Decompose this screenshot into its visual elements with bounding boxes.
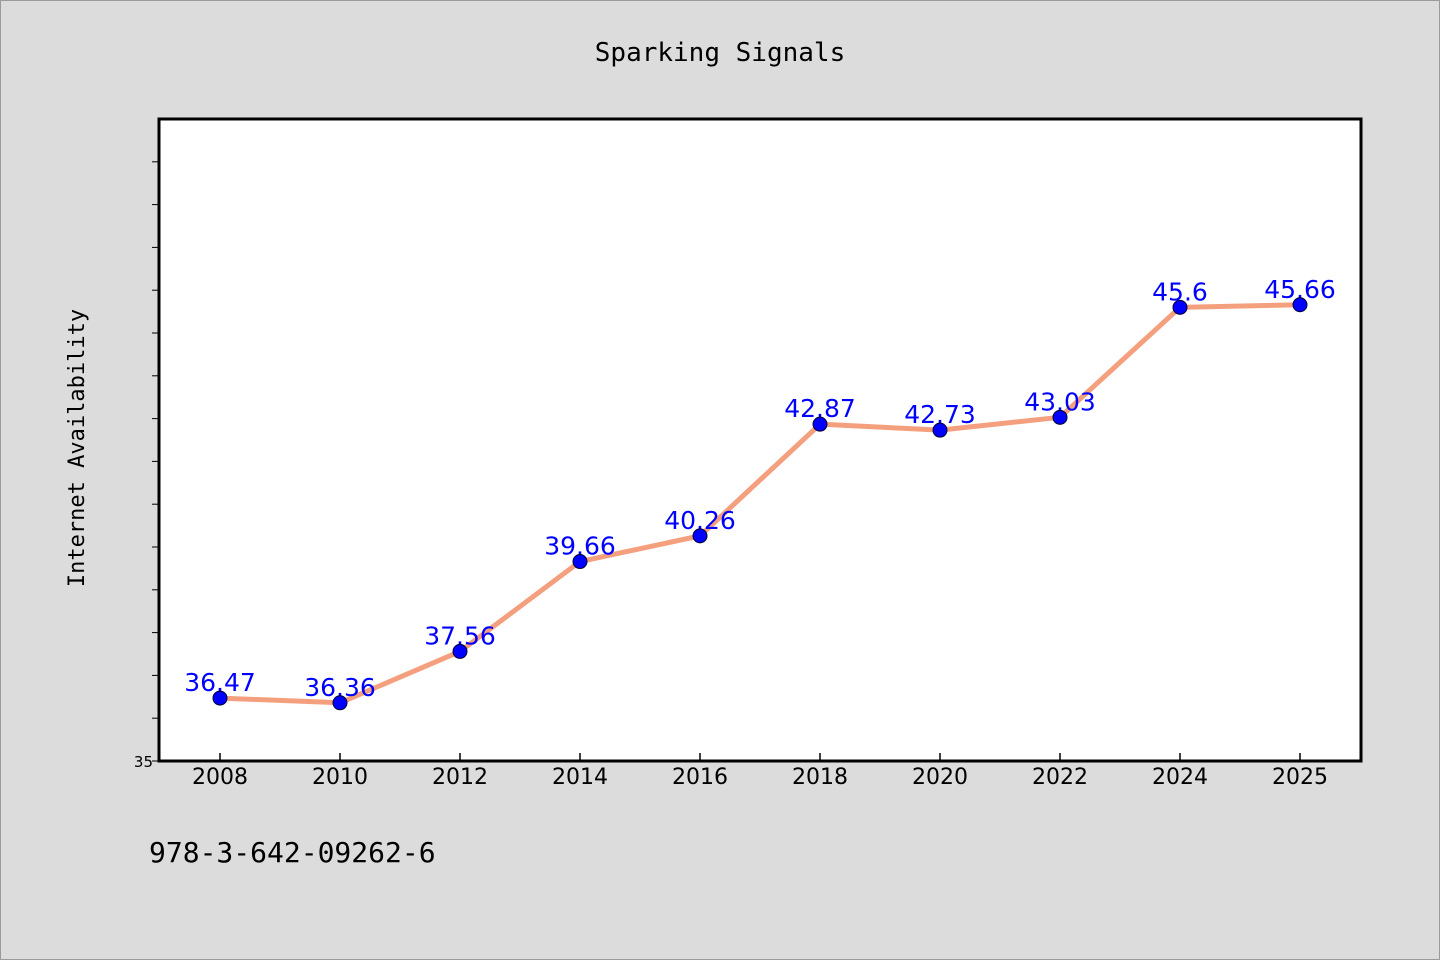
- series-layer: [217, 302, 1303, 706]
- data-point: [332, 695, 348, 711]
- data-point: [1172, 299, 1188, 315]
- x-tick-label: 2010: [312, 765, 368, 790]
- data-point: [1052, 409, 1068, 425]
- x-tick-label: 2025: [1272, 765, 1328, 790]
- footer-isbn: 978-3-642-09262-6: [149, 836, 436, 869]
- series-line: [217, 302, 1303, 706]
- chart-title: Sparking Signals: [595, 38, 845, 68]
- data-point: [932, 422, 948, 438]
- data-point: [212, 690, 228, 706]
- x-tick-label: 2008: [192, 765, 248, 790]
- x-axis: 2008 2010 2012 2014 2016 2018 2020 2022 2024 2025: [192, 753, 1328, 790]
- y-axis-ticks: 35: [134, 161, 159, 771]
- x-tick-label: 2014: [552, 765, 608, 790]
- x-tick-label: 2018: [792, 765, 848, 790]
- data-point: [452, 643, 468, 659]
- data-point: [692, 528, 708, 544]
- x-tick-label: 2012: [432, 765, 488, 790]
- plot-area: [157, 117, 1363, 763]
- x-tick-label: 2020: [912, 765, 968, 790]
- x-tick-label: 2024: [1152, 765, 1208, 790]
- x-tick-label: 2016: [672, 765, 728, 790]
- data-point: [1292, 297, 1308, 313]
- y-tick-label: 35: [134, 753, 153, 771]
- y-axis-label: Internet Availability: [65, 309, 90, 587]
- data-point: [812, 416, 828, 432]
- data-point: [572, 554, 588, 570]
- x-tick-label: 2022: [1032, 765, 1088, 790]
